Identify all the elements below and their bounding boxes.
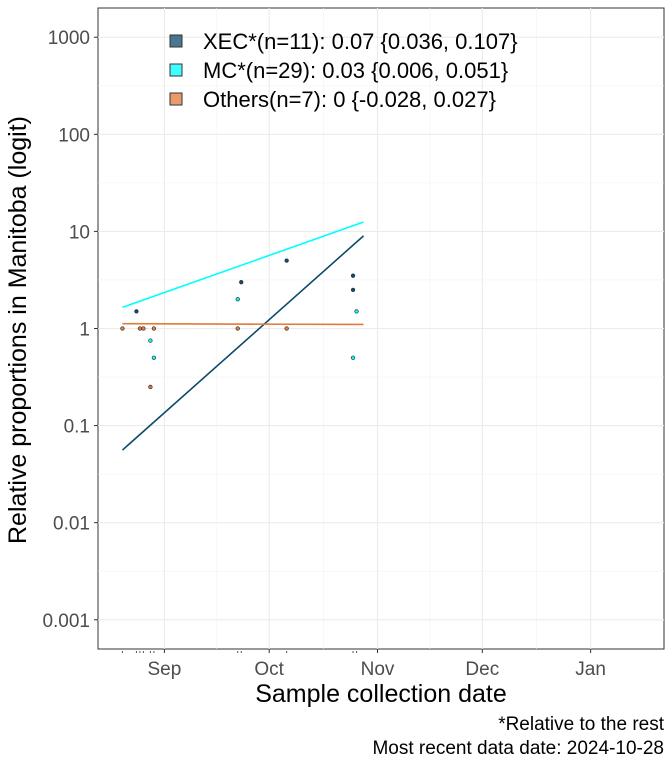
x-tick-label: Sep (147, 659, 181, 680)
y-tick-label: 1000 (48, 28, 90, 49)
caption-recent-date: Most recent data date: 2024-10-28 (372, 738, 664, 759)
x-tick-label: Nov (361, 659, 395, 680)
fit-line (122, 221, 364, 309)
y-tick-label: 100 (58, 125, 90, 146)
fit-line (122, 322, 364, 326)
data-point (239, 280, 244, 285)
y-tick-label: 0.1 (64, 417, 90, 438)
legend-swatch (169, 34, 183, 48)
data-point (148, 338, 153, 343)
legend-label: MC*(n=29): 0.03 {0.006, 0.051} (203, 58, 508, 83)
data-point (148, 384, 153, 390)
y-tick-label: 0.001 (42, 611, 90, 632)
y-tick-label: 10 (69, 222, 90, 243)
x-tick-label: Jan (575, 659, 606, 680)
data-point (141, 326, 146, 331)
data-point (151, 355, 157, 360)
legend-swatch (169, 63, 183, 77)
data-point (284, 326, 289, 331)
x-tick-label: Dec (465, 659, 499, 680)
data-point (350, 287, 356, 293)
data-point (235, 326, 240, 331)
data-point (134, 309, 139, 314)
data-point (284, 258, 289, 263)
legend-label: Others(n=7): 0 {-0.028, 0.027} (203, 87, 496, 112)
fit-line (121, 235, 365, 451)
legend-swatch (169, 92, 183, 106)
data-point (235, 297, 240, 302)
x-tick-label: Oct (254, 659, 284, 680)
data-point (120, 326, 125, 331)
data-point (350, 355, 356, 360)
data-point (137, 326, 143, 331)
y-tick-label: 1 (79, 320, 90, 341)
chart: 0.001 0.01 0.1 1 10 100 1000 Sep Oct Nov Dec Jan S… (4, 7, 665, 708)
data-point (354, 309, 359, 314)
legend: XEC*(n=11): 0.07 {0.036, 0.107} MC*(n=29)… (169, 29, 518, 112)
y-axis-title: Relative proportions in Manitoba (logit) (4, 116, 32, 544)
caption-relative-note: *Relative to the rest (498, 714, 664, 735)
x-axis-title: Sample collection date (255, 680, 507, 708)
data-point (350, 273, 356, 278)
data-point (151, 326, 157, 331)
y-tick-label: 0.01 (53, 514, 90, 535)
legend-label: XEC*(n=11): 0.07 {0.036, 0.107} (203, 29, 518, 54)
